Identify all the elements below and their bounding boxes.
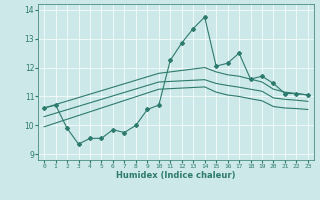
- X-axis label: Humidex (Indice chaleur): Humidex (Indice chaleur): [116, 171, 236, 180]
